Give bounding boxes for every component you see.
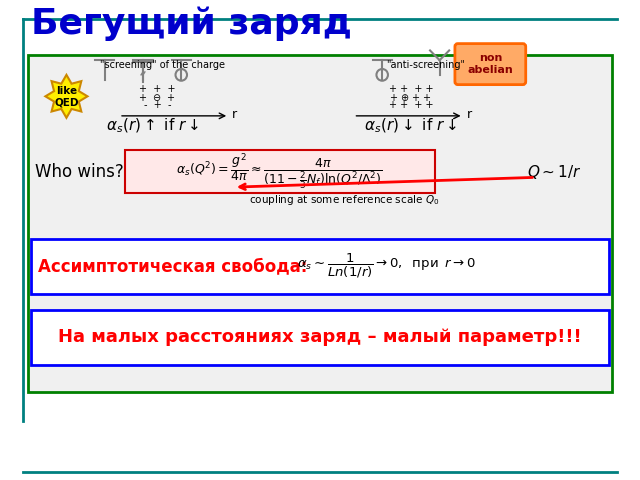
FancyBboxPatch shape [125,150,435,193]
Text: +  $\ominus$  +: + $\ominus$ + [138,92,176,103]
Text: $Q \sim 1/r$: $Q \sim 1/r$ [527,163,582,180]
Text: $\alpha_s \sim \dfrac{1}{Ln(1/r)} \rightarrow 0, \;\; \mathrm{\text{при}} \;\; r: $\alpha_s \sim \dfrac{1}{Ln(1/r)} \right… [298,252,477,280]
Text: r: r [232,108,237,121]
Text: + +  + +: + + + + [388,84,433,95]
Text: $\alpha_s(r) \uparrow$ if $r \downarrow$: $\alpha_s(r) \uparrow$ if $r \downarrow$ [106,117,199,135]
FancyBboxPatch shape [31,310,609,365]
Text: + +  + +: + + + + [388,100,433,110]
Text: + $\oplus$ + +: + $\oplus$ + + [390,92,432,103]
FancyBboxPatch shape [455,44,525,84]
Text: "screening" of the charge: "screening" of the charge [100,60,225,70]
Text: like
QED: like QED [54,85,79,107]
Polygon shape [45,75,88,118]
FancyBboxPatch shape [31,239,609,294]
Text: Бегущий заряд: Бегущий заряд [31,6,352,41]
Text: На малых расстояниях заряд – малый параметр!!!: На малых расстояниях заряд – малый парам… [58,328,582,347]
Text: non
abelian: non abelian [467,53,513,75]
Text: -  +  -: - + - [143,100,171,110]
Text: "anti-screening": "anti-screening" [386,60,465,70]
Text: $\alpha_s(Q^2) = \dfrac{g^2}{4\pi} \approx \dfrac{4\pi}{(11 - \frac{2}{3}N_f)\ln: $\alpha_s(Q^2) = \dfrac{g^2}{4\pi} \appr… [177,152,383,192]
Text: coupling at some reference scale $Q_0$: coupling at some reference scale $Q_0$ [249,193,439,207]
FancyBboxPatch shape [28,55,612,392]
Text: Who wins?: Who wins? [35,164,124,181]
Text: r: r [467,108,472,121]
Text: $\alpha_s(r) \downarrow$ if $r \downarrow$: $\alpha_s(r) \downarrow$ if $r \downarro… [364,117,458,135]
Text: Ассимптотическая свобода:: Ассимптотическая свобода: [38,257,307,275]
Text: +  +  +: + + + [139,84,175,95]
